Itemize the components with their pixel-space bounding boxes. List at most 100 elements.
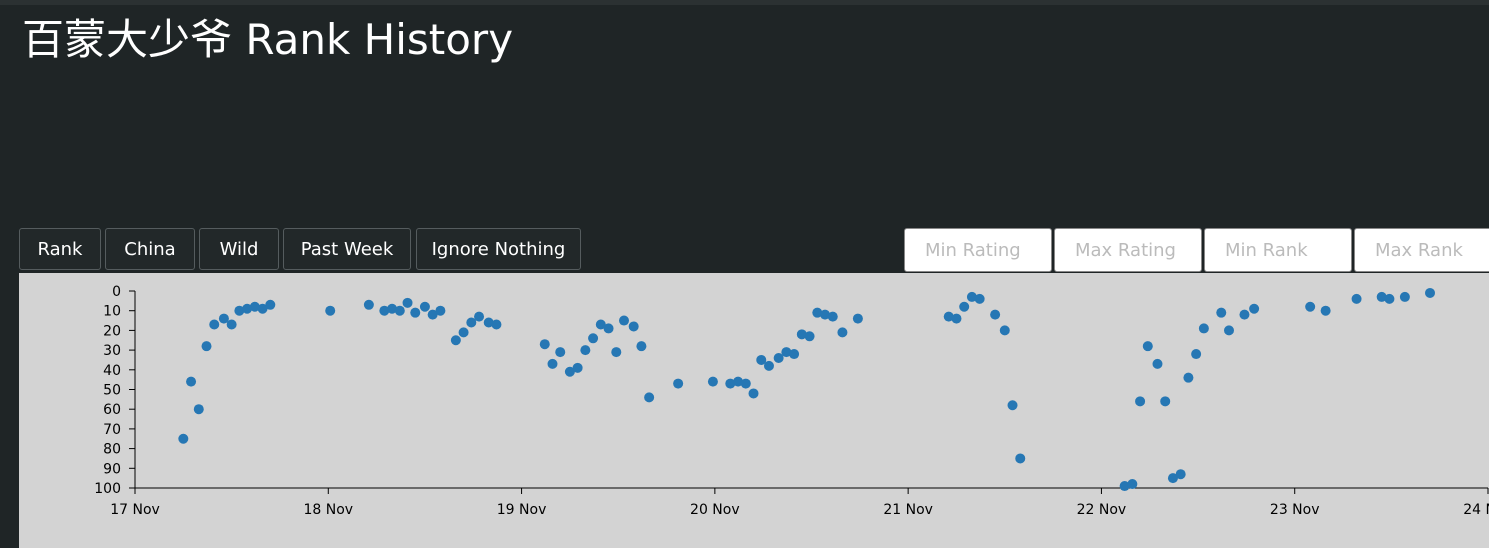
point [402,297,413,308]
point [1119,481,1130,492]
point [763,360,774,371]
point [474,311,485,322]
point [1152,358,1163,369]
point [419,301,430,312]
y-tick-label: 80 [103,442,121,458]
point [547,358,558,369]
point [966,291,977,302]
point [178,433,189,444]
point [427,309,438,320]
point [379,305,390,316]
point [827,311,838,322]
x-tick-label: 18 Nov [303,502,353,518]
point [796,329,807,340]
point [539,339,550,350]
point [588,333,599,344]
point [990,309,1001,320]
point [951,313,962,324]
point [1376,291,1387,302]
point [410,307,421,318]
x-tick-label: 17 Nov [110,502,160,518]
point [1320,305,1331,316]
point [773,352,784,363]
filter-button[interactable]: Wild [199,228,279,270]
filter-input[interactable]: Min Rank [1204,228,1352,272]
point [265,299,276,310]
x-tick-label: 23 Nov [1270,502,1320,518]
point [673,378,684,389]
filter-button[interactable]: Rank [19,228,101,270]
point [466,317,477,328]
point [564,366,575,377]
y-tick-label: 0 [112,284,121,300]
point [234,305,245,316]
point [1175,469,1186,480]
y-tick-label: 90 [103,461,121,477]
chart: 0 10 20 30 40 50 60 70 80 90 100 17 Nov 18 Nov 19 Nov… [19,273,1489,548]
top-bar [0,0,1489,5]
filter-input[interactable]: Max Rating [1054,228,1202,272]
point [1167,473,1178,484]
point [387,303,398,314]
point [1183,372,1194,383]
point [193,404,204,415]
point [628,321,639,332]
point [789,349,800,360]
point [458,327,469,338]
point [249,301,260,312]
point [572,362,583,373]
point [804,331,815,342]
point [363,299,374,310]
point [959,301,970,312]
point [1239,309,1250,320]
point [1216,307,1227,318]
point [1351,293,1362,304]
y-tick-label: 70 [103,422,121,438]
point [781,347,792,358]
point [1127,479,1138,490]
point [1007,400,1018,411]
y-tick-label: 10 [103,304,121,320]
point [611,347,622,358]
point [619,315,630,326]
point [1249,303,1260,314]
filter-input[interactable]: Min Rating [904,228,1052,272]
point [636,341,647,352]
point [812,307,823,318]
y-tick-label: 40 [103,363,121,379]
point [1191,349,1202,360]
point [242,303,253,314]
filter-button[interactable]: Past Week [283,228,411,270]
page-title: 百蒙大少爷 Rank History [22,15,514,64]
point [852,313,863,324]
point [603,323,614,334]
y-tick-label: 60 [103,402,121,418]
point [644,392,655,403]
point [325,305,336,316]
point [1142,341,1153,352]
point [435,305,446,316]
point [483,317,494,328]
point [1015,453,1026,464]
point [1399,291,1410,302]
point [943,311,954,322]
point [1305,301,1316,312]
point [201,341,212,352]
point [999,325,1010,336]
point [1198,323,1209,334]
x-tick-label: 19 Nov [497,502,547,518]
filter-input[interactable]: Max Rank [1354,228,1489,272]
point [555,347,566,358]
filter-button[interactable]: China [105,228,195,270]
point [394,305,405,316]
point [748,388,759,399]
x-tick-label: 22 Nov [1077,502,1127,518]
point [580,345,591,356]
point [1223,325,1234,336]
x-tick-label: 20 Nov [690,502,740,518]
point [1135,396,1146,407]
point [491,319,502,330]
point [257,303,268,314]
filter-button[interactable]: Ignore Nothing [416,228,581,270]
